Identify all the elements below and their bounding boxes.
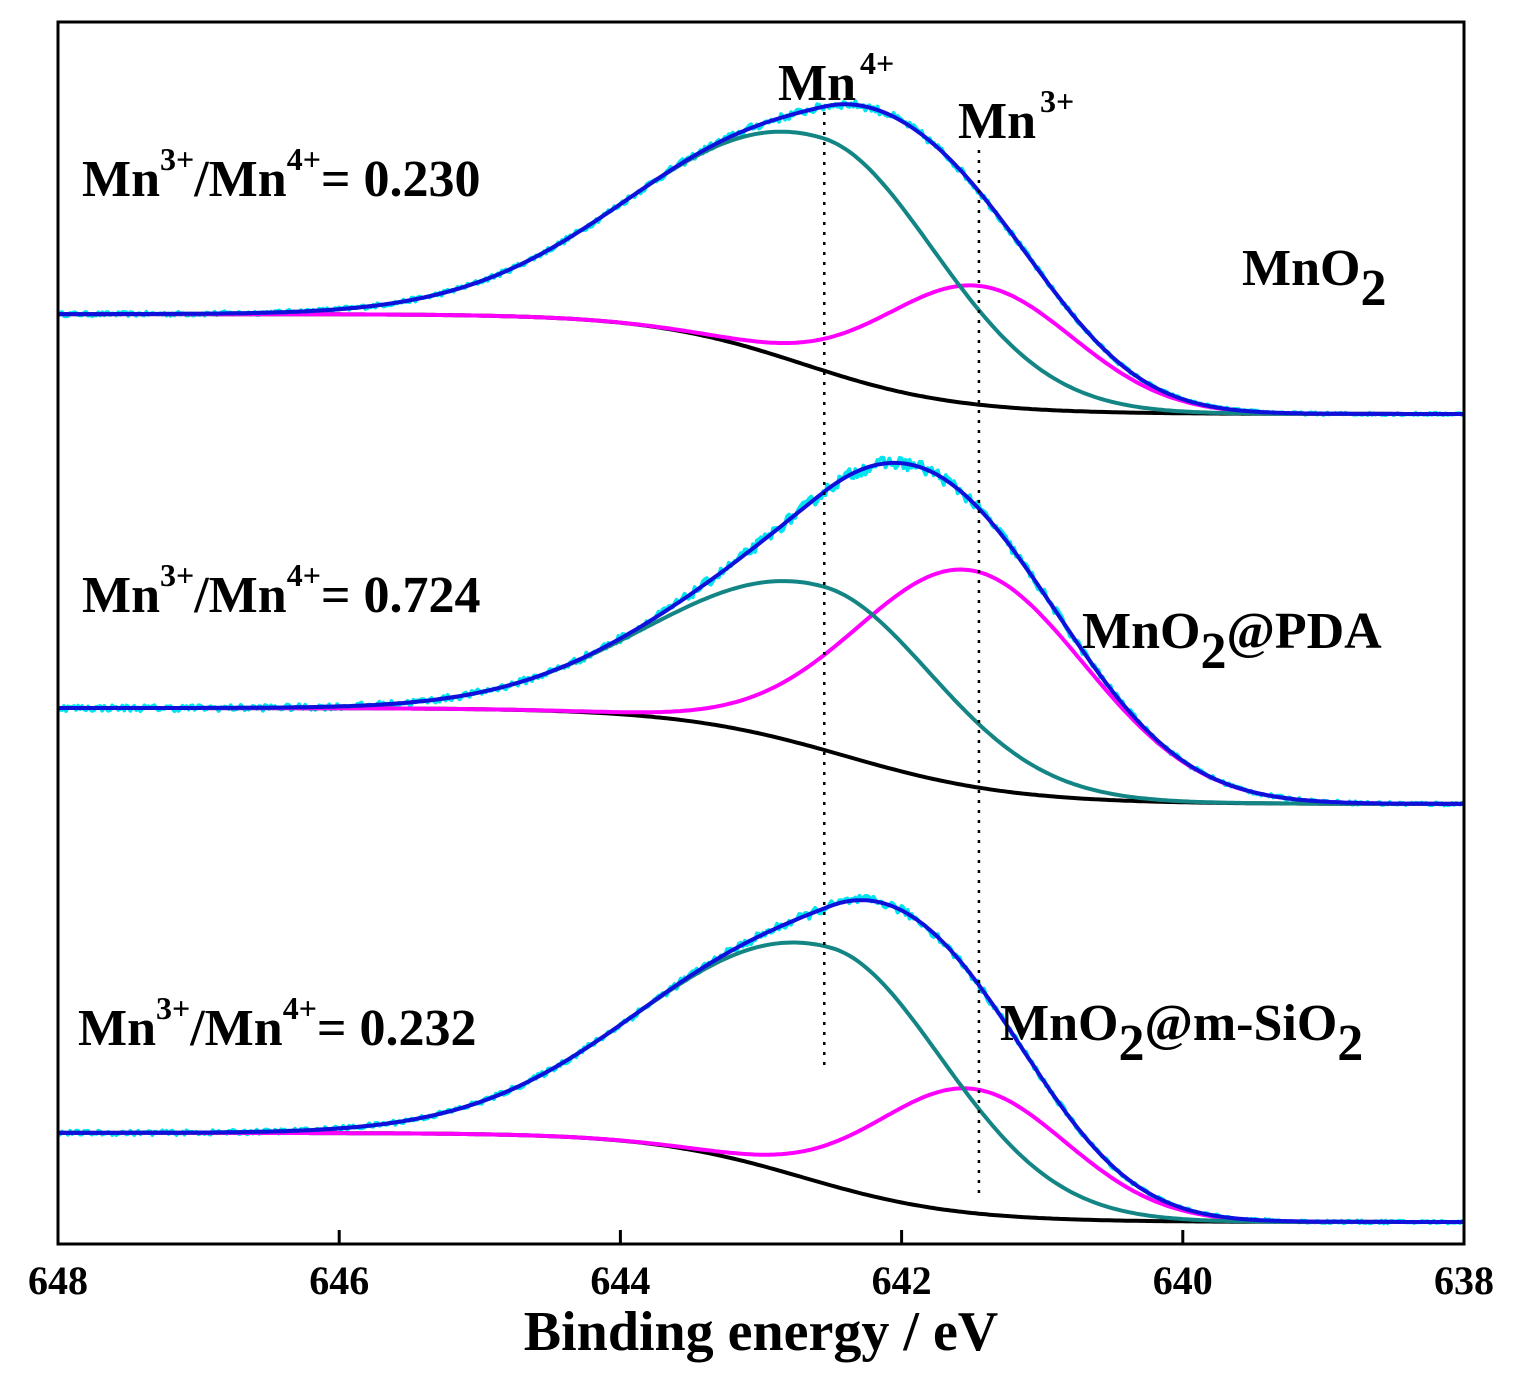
envelope-fit-line bbox=[58, 898, 1464, 1224]
annotations: Mn3+/Mn4+= 0.230 MnO2 Mn3+/Mn4+= 0.724 MnO2… bbox=[78, 141, 1386, 1072]
sample-label-1: MnO2 bbox=[1242, 240, 1386, 317]
x-tick-label: 640 bbox=[1153, 1258, 1213, 1303]
envelope-fit-line bbox=[58, 460, 1464, 806]
x-ticks bbox=[56, 1230, 1466, 1244]
plot-series bbox=[56, 99, 1466, 1226]
sample-label-3: MnO2@m-SiO2 bbox=[1000, 995, 1363, 1072]
x-tick-label: 638 bbox=[1434, 1258, 1494, 1303]
panel-1 bbox=[56, 99, 1465, 418]
x-tick-label: 644 bbox=[590, 1258, 650, 1303]
ratio-label-1: Mn3+/Mn4+= 0.230 bbox=[82, 141, 481, 208]
x-tick-label: 648 bbox=[28, 1258, 88, 1303]
ratio-label-3: Mn3+/Mn4+= 0.232 bbox=[78, 990, 477, 1057]
x-tick-label: 646 bbox=[309, 1258, 369, 1303]
plot-frame bbox=[56, 20, 1466, 1246]
envelope-fit-line bbox=[58, 102, 1464, 416]
x-tick-label: 642 bbox=[872, 1258, 932, 1303]
sample-label-2: MnO2@PDA bbox=[1082, 603, 1382, 680]
reference-lines bbox=[823, 112, 981, 1195]
x-tick-labels: 648 646 644 642 640 638 bbox=[28, 1258, 1494, 1303]
x-axis-title: Binding energy / eV bbox=[524, 1301, 998, 1363]
ratio-label-2: Mn3+/Mn4+= 0.724 bbox=[82, 557, 481, 624]
panel-3 bbox=[57, 893, 1465, 1226]
panel-2 bbox=[56, 455, 1466, 808]
